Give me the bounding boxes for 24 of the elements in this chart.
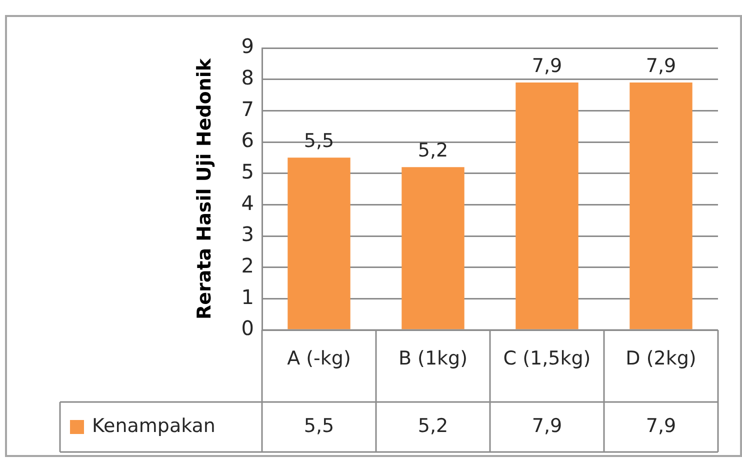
y-tick-label: 3 <box>241 222 254 246</box>
y-tick-label: 7 <box>241 96 254 121</box>
text: 7,9 <box>532 54 562 77</box>
text: 7,9 <box>646 54 676 77</box>
legend-label: Kenampakan <box>92 414 216 437</box>
text: 5,5 <box>304 130 334 152</box>
text: 5,2 <box>418 140 448 162</box>
x-tick-label: D (2kg) <box>626 347 696 370</box>
y-tick-label: 8 <box>241 66 254 90</box>
y-tick-label: 0 <box>241 316 254 340</box>
y-tick-label: 1 <box>241 284 254 309</box>
y-tick-label: 2 <box>241 254 254 278</box>
data-label: 5,5 <box>304 414 334 437</box>
data-label: 5,2 <box>418 414 448 437</box>
data-label: 7,9 <box>646 414 676 437</box>
y-tick-label: 5 <box>241 160 254 184</box>
y-tick-label: 9 <box>241 34 254 58</box>
x-tick-label: B (1kg) <box>398 347 468 370</box>
x-tick-label: C (1,5kg) <box>503 347 591 370</box>
y-axis-title: Rerata Hasil Uji Hedonik <box>193 58 216 320</box>
x-tick-label: A (-kg) <box>287 347 351 370</box>
y-tick-label: 4 <box>241 190 254 215</box>
y-tick-label: 6 <box>241 128 254 152</box>
data-label: 7,9 <box>532 414 562 437</box>
